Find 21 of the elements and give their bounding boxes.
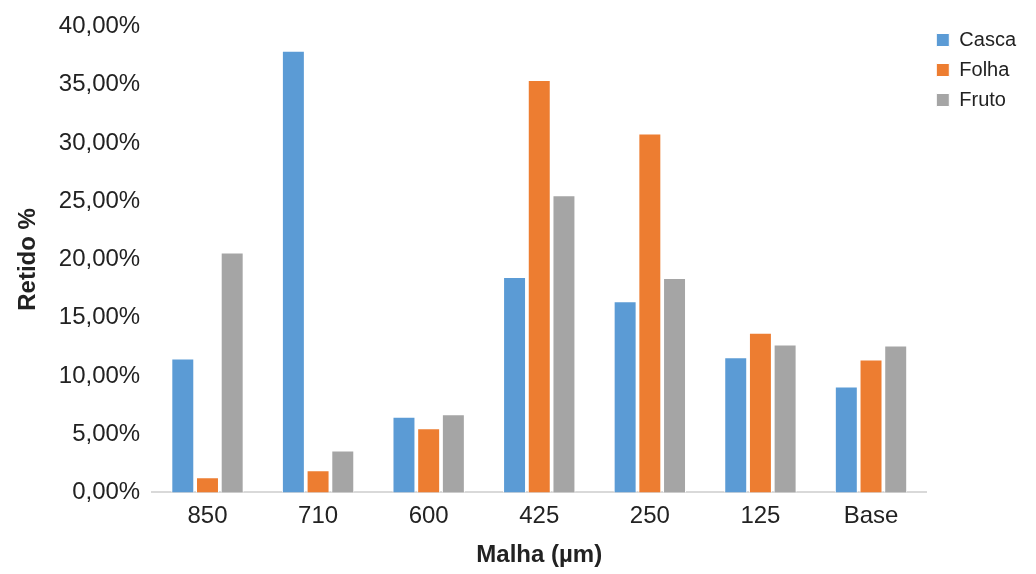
y-tick-label: 40,00% — [58, 11, 141, 39]
x-tick-label: 600 — [408, 501, 449, 529]
x-tick-label: 425 — [519, 501, 560, 529]
x-tick-label: 850 — [187, 501, 228, 529]
y-tick-label: 0,00% — [72, 477, 141, 505]
x-tick-label: Base — [843, 501, 899, 529]
y-tick-label: 10,00% — [58, 360, 141, 388]
legend-label: Folha — [959, 57, 1011, 80]
legend-label: Fruto — [959, 87, 1006, 110]
y-tick-label: 15,00% — [58, 302, 141, 330]
x-axis-title: Malha (µm) — [476, 540, 603, 568]
x-tick-label: 250 — [629, 501, 670, 529]
x-tick-label: 125 — [740, 501, 781, 529]
y-tick-label: 30,00% — [58, 127, 141, 155]
legend-label: Casca — [959, 27, 1017, 50]
y-tick-label: 25,00% — [58, 185, 141, 213]
y-tick-label: 20,00% — [58, 244, 141, 272]
y-tick-label: 35,00% — [58, 69, 141, 97]
y-tick-label: 5,00% — [72, 418, 141, 446]
x-tick-label: 710 — [298, 501, 339, 529]
y-axis-title: Retido % — [13, 208, 41, 311]
